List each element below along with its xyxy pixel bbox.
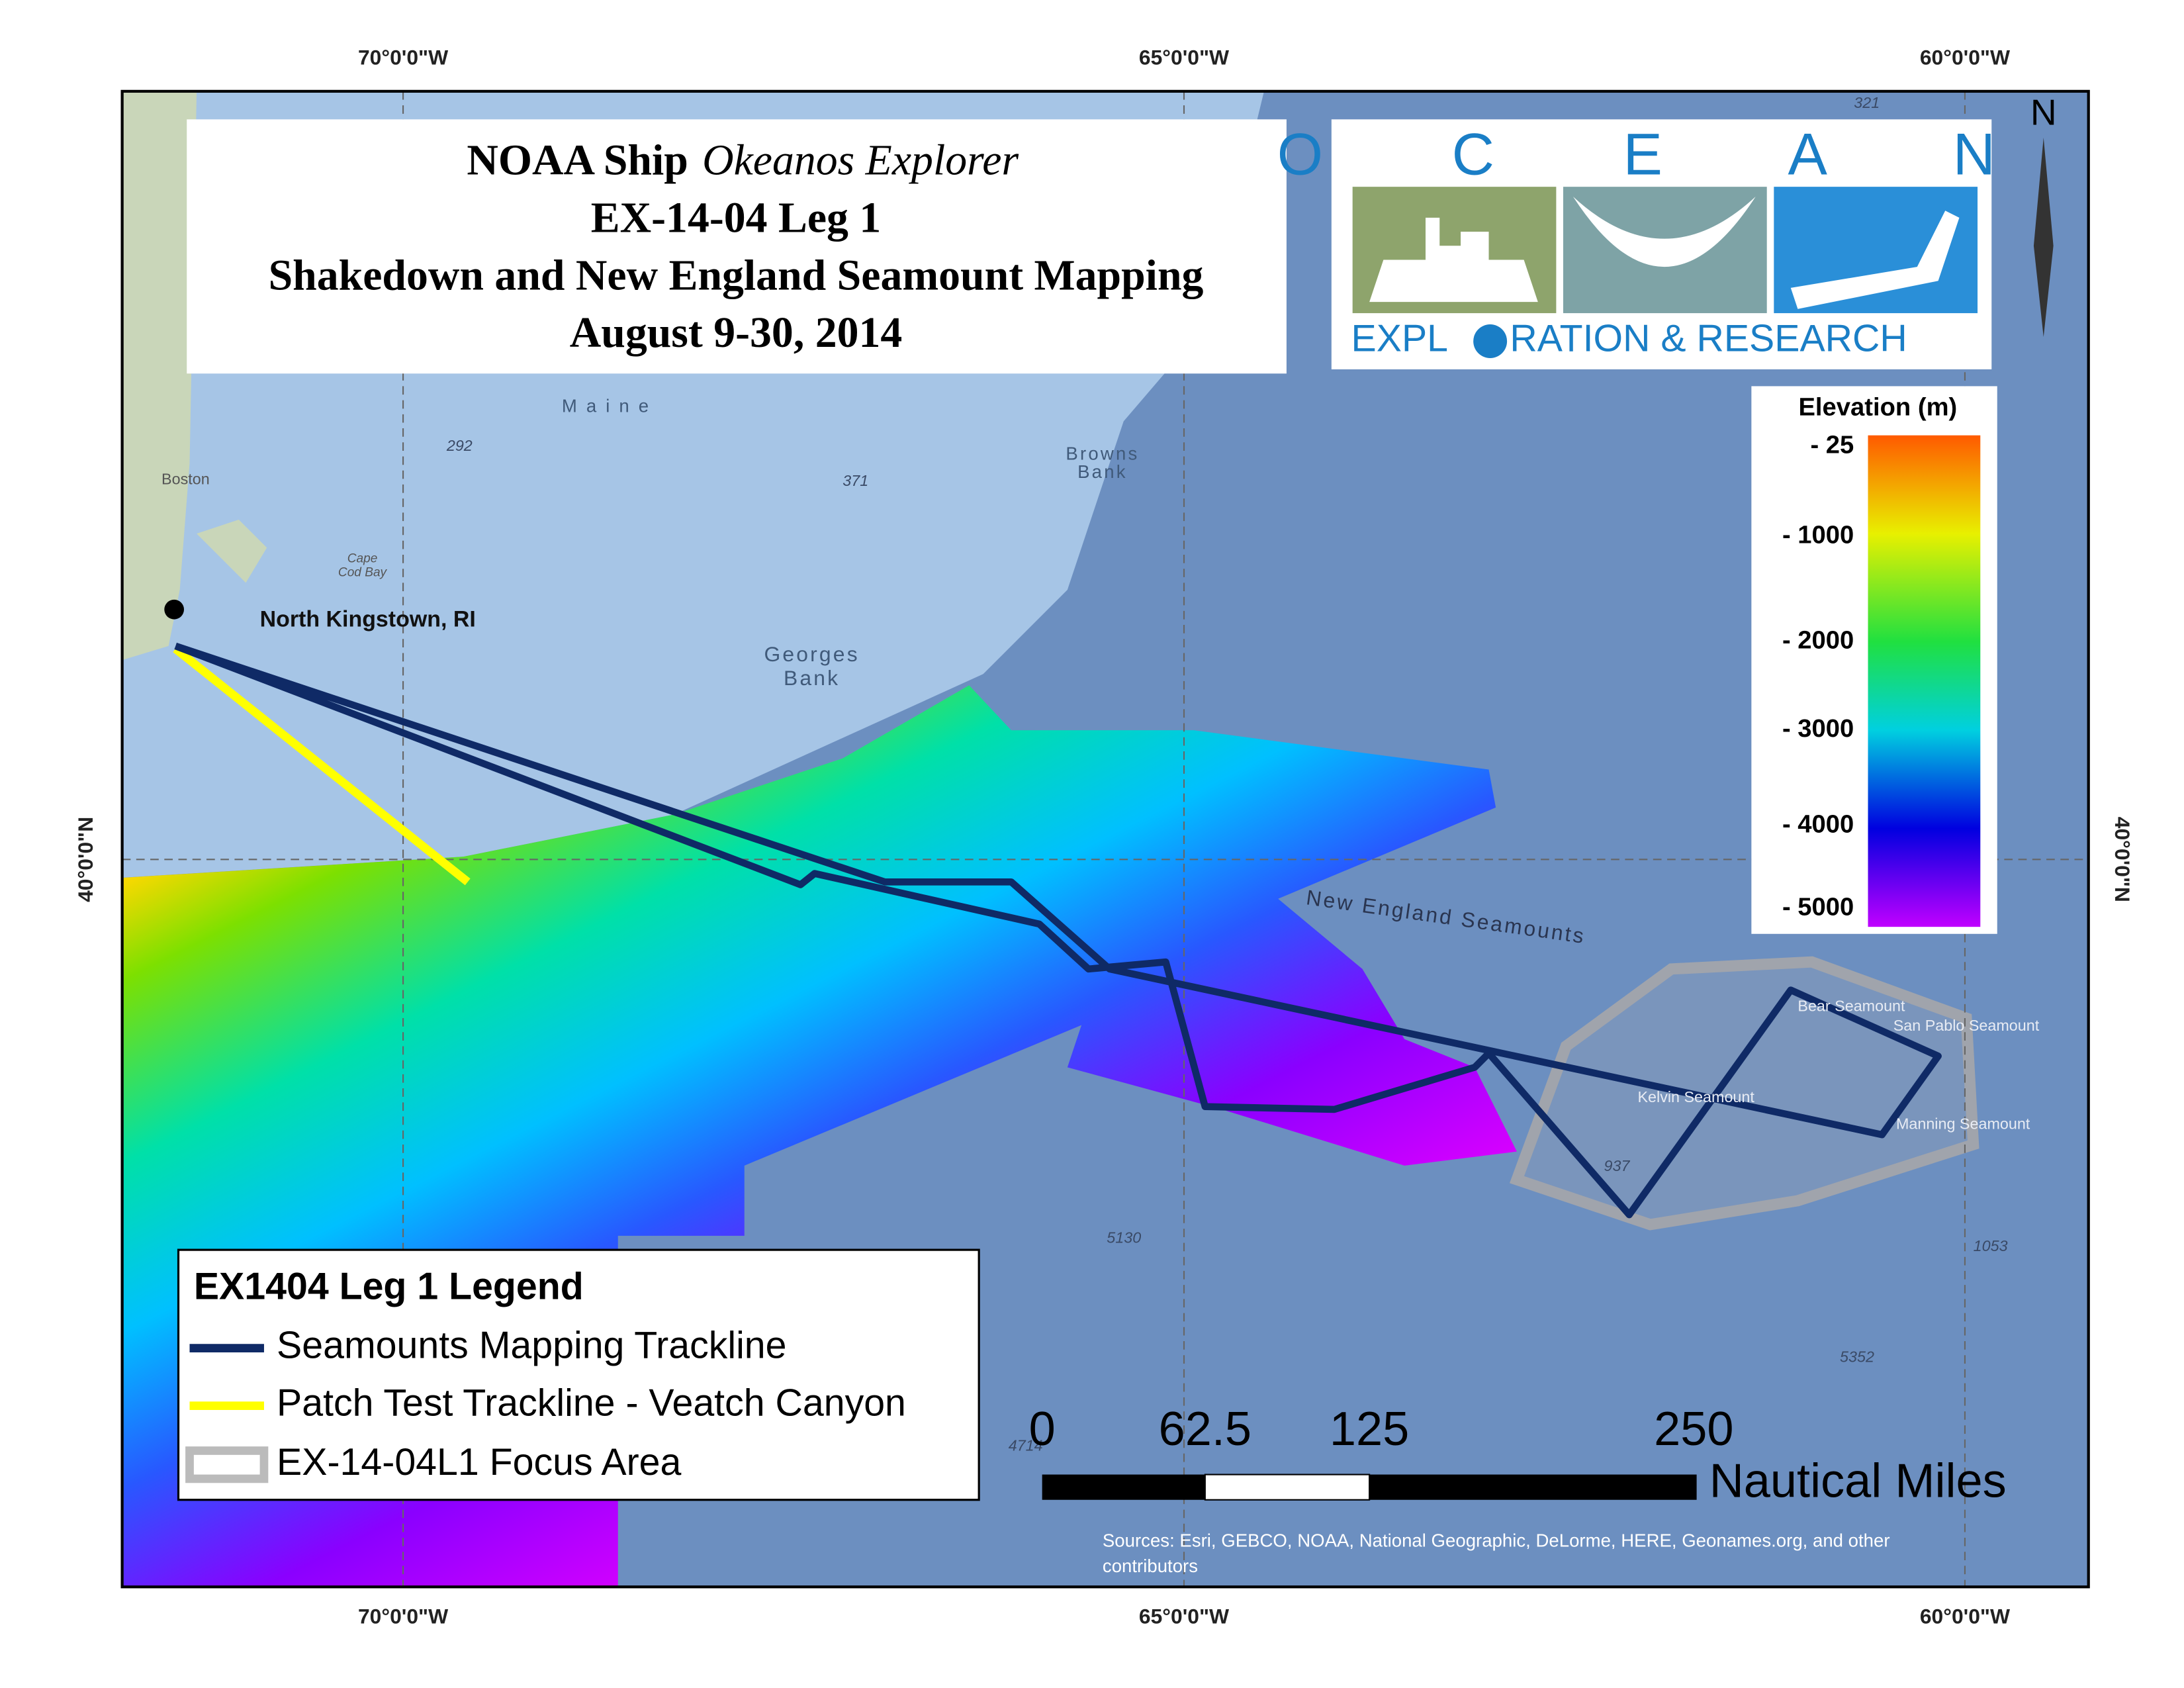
scale-segment xyxy=(1204,1474,1371,1501)
logo-text: EXPL xyxy=(1351,318,1448,360)
north-arrow-label: N xyxy=(2030,92,2057,133)
place-label: Georges xyxy=(764,642,859,666)
scale-label: 125 xyxy=(1330,1403,1409,1456)
scale-label: 62.5 xyxy=(1159,1403,1251,1456)
grat-label: 40°0'0"N xyxy=(73,817,97,902)
focus-area xyxy=(1509,956,1979,1231)
land xyxy=(122,91,267,661)
patch-test-trackline xyxy=(173,645,471,886)
grat-label: 70°0'0"W xyxy=(358,1604,448,1628)
colorbar xyxy=(1868,435,1981,927)
sources: Sources: Esri, GEBCO, NOAA, National Geo… xyxy=(1103,1530,1890,1551)
seamount-label: Bear Seamount xyxy=(1797,997,1905,1014)
legend-title: EX1404 Leg 1 Legend xyxy=(194,1266,584,1308)
sources: contributors xyxy=(1103,1556,1198,1576)
seamount-label: Manning Seamount xyxy=(1896,1115,2030,1132)
place-label: Cod Bay xyxy=(338,566,388,580)
elevation-legend: Elevation (m) - 25 - 1000 - 2000 - 3000 … xyxy=(1751,386,1997,934)
frame xyxy=(120,89,2090,1589)
elevation-label: - 3000 xyxy=(1782,714,1854,743)
scale-segment xyxy=(1369,1474,1697,1500)
logo-text: RATION & RESEARCH xyxy=(1510,318,1907,360)
depth-label: 371 xyxy=(842,472,868,489)
legend-bg xyxy=(177,1248,980,1501)
scale-label: 0 xyxy=(1029,1403,1056,1456)
ship-icon xyxy=(1369,217,1538,303)
depth-label: 292 xyxy=(446,437,473,454)
diver-icon xyxy=(1790,211,1960,309)
title: NOAA Ship xyxy=(467,136,688,184)
scale-segment xyxy=(1042,1474,1205,1500)
title: Okeanos Explorer xyxy=(702,136,1019,184)
place-label: Bank xyxy=(1077,461,1128,482)
elevation-label: - 4000 xyxy=(1782,810,1854,839)
depth-label: 5130 xyxy=(1107,1229,1141,1246)
place-label: M a i n e xyxy=(562,396,651,416)
port-marker xyxy=(164,599,185,620)
legend: EX1404 Leg 1 Legend Seamounts Mapping Tr… xyxy=(177,1248,980,1501)
depth-label: 321 xyxy=(1854,94,1880,111)
title: August 9-30, 2014 xyxy=(570,308,903,357)
seamount-label: Kelvin Seamount xyxy=(1637,1088,1754,1105)
depth-label: 5352 xyxy=(1840,1348,1874,1366)
title-box: NOAA Ship Okeanos Explorer EX-14-04 Leg … xyxy=(187,119,1287,374)
depth-label: 1053 xyxy=(1974,1237,2008,1254)
seamounts-trackline xyxy=(174,642,1942,1219)
legend-item: Seamounts Mapping Trackline xyxy=(277,1325,786,1367)
scale-label: 250 xyxy=(1654,1403,1733,1456)
grat-label: 65°0'0"W xyxy=(1139,1604,1229,1628)
grat-label: 65°0'0"W xyxy=(1139,46,1229,70)
grat-label: 40°0'0"N xyxy=(2111,817,2134,902)
noaa-emblem xyxy=(1473,324,1508,358)
elevation-label: - 1000 xyxy=(1782,520,1854,549)
depth-label: 937 xyxy=(1604,1157,1631,1174)
legend-swatch xyxy=(185,1446,269,1483)
grat-label: 70°0'0"W xyxy=(358,46,448,70)
depth-label: 4714 xyxy=(1009,1436,1043,1454)
scale-unit: Nautical Miles xyxy=(1709,1454,2007,1507)
port-label: North Kingstown, RI xyxy=(260,607,476,632)
grat-label: 60°0'0"W xyxy=(1920,1604,2010,1628)
elevation-label: - 25 xyxy=(1810,431,1854,459)
legend-item: Patch Test Trackline - Veatch Canyon xyxy=(277,1382,906,1425)
elevation-label: - 2000 xyxy=(1782,626,1854,655)
grat-label: 60°0'0"W xyxy=(1920,46,2010,70)
elevation-label: - 5000 xyxy=(1782,893,1854,921)
seamount-label: San Pablo Seamount xyxy=(1893,1017,2040,1034)
place-label: Cape xyxy=(347,551,378,565)
logo-text: O C E A N xyxy=(1277,120,2052,187)
scale-bar: 0 62.5 125 250 Nautical Miles xyxy=(1029,1403,2007,1507)
title-bg xyxy=(187,119,1287,374)
logo: O C E A N EXPL RATION & RESEARCH xyxy=(1277,119,2052,369)
wave-icon xyxy=(1572,197,1756,267)
legend-item: EX-14-04L1 Focus Area xyxy=(277,1441,681,1483)
place-label: Bank xyxy=(784,666,840,690)
place-label: Boston xyxy=(161,471,210,488)
north-arrow xyxy=(2033,137,2054,338)
title: EX-14-04 Leg 1 xyxy=(591,193,881,242)
place-label: Browns xyxy=(1066,444,1139,464)
title: Shakedown and New England Seamount Mappi… xyxy=(269,251,1204,299)
elevation-title: Elevation (m) xyxy=(1798,393,1957,421)
